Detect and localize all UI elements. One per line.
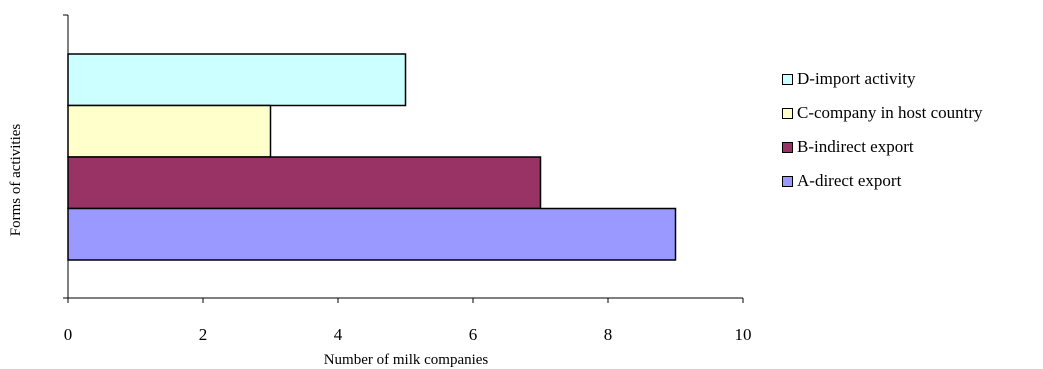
bar-b: [67, 156, 542, 210]
x-tick-label: 10: [735, 325, 752, 344]
legend-label: C-company in host country: [797, 103, 983, 122]
bar-a: [67, 207, 677, 261]
x-tick-label: 0: [64, 325, 73, 344]
x-tick-label: 4: [334, 325, 343, 344]
legend-swatch: [782, 175, 793, 187]
x-ticks: 0 2 4 6 8 10: [64, 298, 752, 344]
x-tick-label: 8: [604, 325, 613, 344]
plot-area: [67, 53, 677, 261]
x-tick-label: 6: [469, 325, 478, 344]
y-ticks: [63, 14, 68, 299]
legend-swatch: [782, 141, 793, 153]
legend-item: B-indirect export: [782, 137, 983, 156]
legend-item: C-company in host country: [782, 103, 983, 122]
x-tick-label: 2: [199, 325, 208, 344]
bar-c: [67, 104, 272, 158]
legend-label: B-indirect export: [797, 137, 914, 156]
y-axis-title: Forms of activities: [8, 124, 24, 237]
legend: D-import activity C-company in host count…: [782, 69, 983, 206]
legend-label: A-direct export: [797, 171, 902, 190]
legend-item: A-direct export: [782, 171, 983, 190]
bar-d: [67, 53, 407, 107]
legend-item: D-import activity: [782, 69, 983, 88]
legend-label: D-import activity: [797, 69, 916, 88]
legend-swatch: [782, 73, 793, 85]
x-axis-title: Number of milk companies: [324, 352, 489, 368]
legend-swatch: [782, 107, 793, 119]
